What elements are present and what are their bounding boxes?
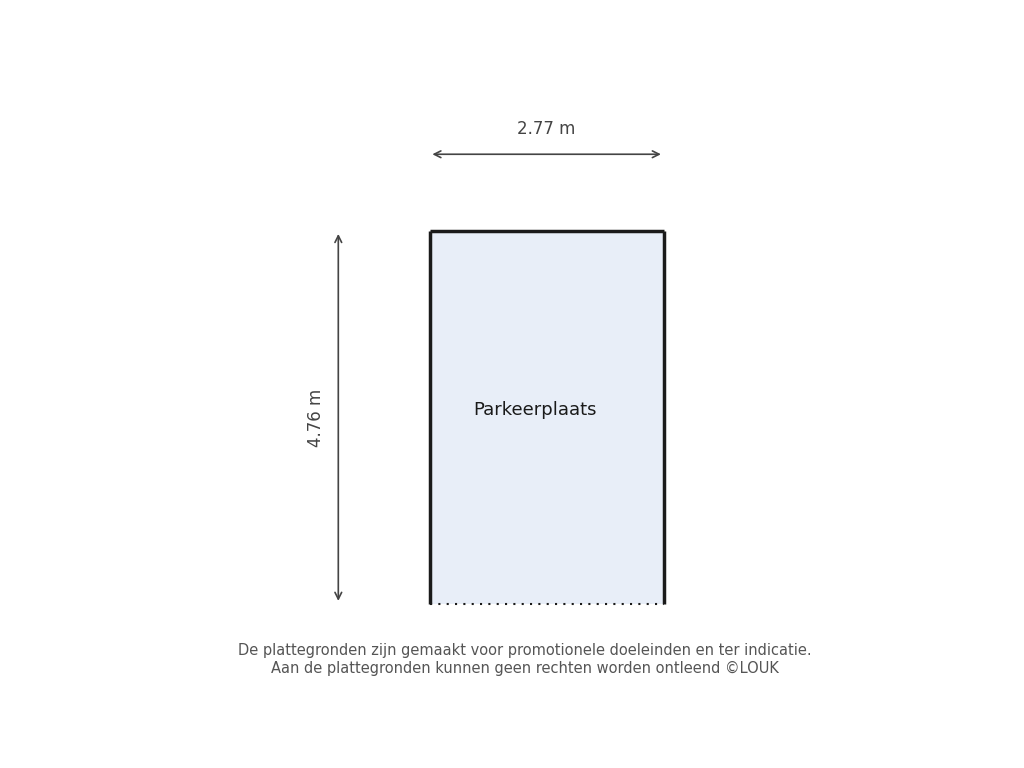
Text: 2.77 m: 2.77 m: [517, 120, 575, 137]
Text: 4.76 m: 4.76 m: [307, 389, 325, 446]
Text: Parkeerplaats: Parkeerplaats: [473, 401, 597, 419]
Text: Aan de plattegronden kunnen geen rechten worden ontleend ©LOUK: Aan de plattegronden kunnen geen rechten…: [271, 661, 778, 677]
Bar: [430, 231, 664, 604]
Text: De plattegronden zijn gemaakt voor promotionele doeleinden en ter indicatie.: De plattegronden zijn gemaakt voor promo…: [238, 644, 812, 658]
